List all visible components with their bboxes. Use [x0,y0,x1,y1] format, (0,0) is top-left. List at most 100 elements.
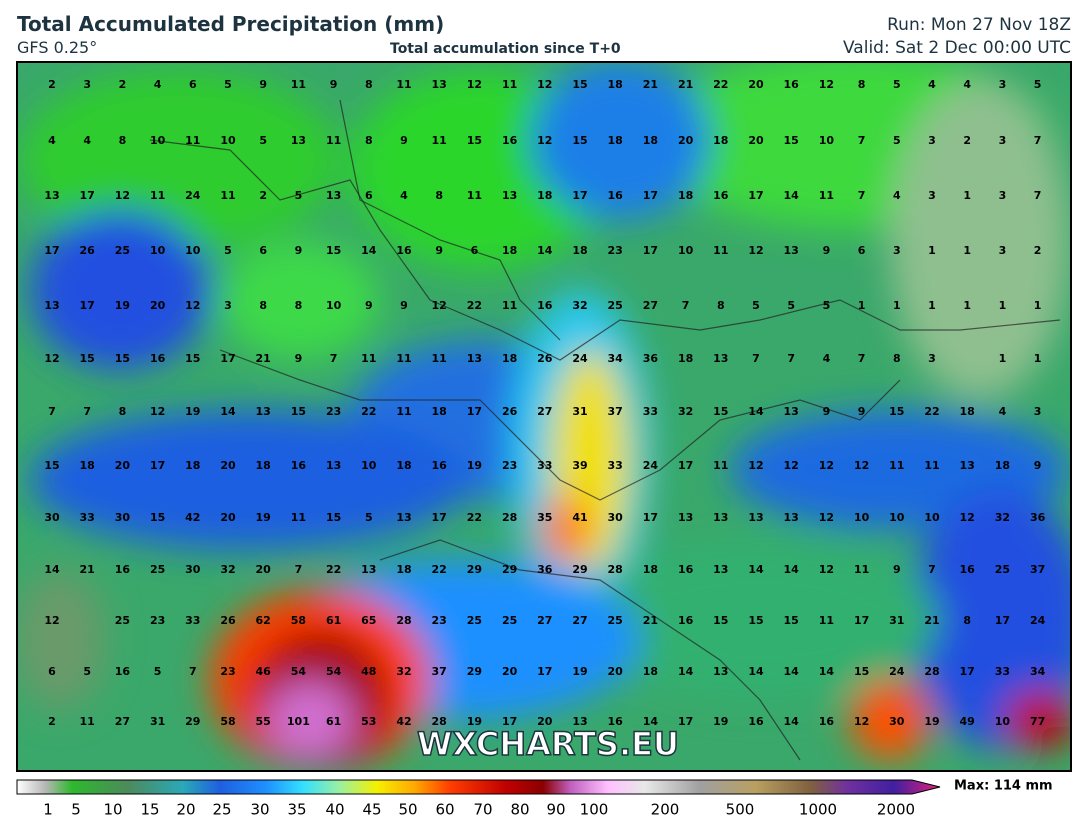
grid-value: 15 [185,352,200,365]
grid-value: 46 [256,665,272,678]
grid-value: 36 [537,563,553,576]
grid-value: 1 [999,299,1007,312]
grid-value: 14 [220,405,236,418]
grid-value: 15 [748,614,763,627]
valid: Valid: Sat 2 Dec 00:00 UTC [843,38,1071,58]
grid-value: 1 [963,299,971,312]
grid-value: 39 [572,459,587,472]
grid-value: 28 [432,715,447,728]
grid-value: 32 [678,405,693,418]
grid-value: 12 [115,189,130,202]
grid-value: 16 [748,715,764,728]
grid-value: 11 [291,511,306,524]
grid-value: 24 [1030,614,1046,627]
legend-label: 2000 [877,801,915,819]
legend-max: Max: 114 mm [954,779,1053,794]
grid-value: 18 [995,459,1010,472]
grid-value: 6 [259,244,267,257]
grid-value: 14 [784,715,800,728]
grid-value: 11 [889,459,904,472]
grid-value: 16 [115,563,131,576]
grid-value: 7 [928,563,936,576]
grid-value: 15 [115,352,130,365]
grid-value: 29 [572,563,587,576]
grid-value: 12 [150,405,165,418]
grid-value: 15 [467,134,482,147]
grid-value: 3 [224,299,232,312]
grid-value: 8 [717,299,725,312]
grid-value: 16 [396,244,412,257]
grid-value: 15 [572,134,587,147]
grid-value: 32 [572,299,587,312]
grid-value: 77 [1030,715,1045,728]
grid-value: 16 [713,189,729,202]
grid-value: 26 [80,244,96,257]
grid-value: 10 [995,715,1011,728]
grid-value: 7 [1034,189,1042,202]
grid-value: 22 [467,299,482,312]
grid-value: 61 [326,614,341,627]
grid-value: 18 [960,405,975,418]
grid-value: 1 [928,244,936,257]
grid-value: 29 [467,563,482,576]
map-field [17,62,1071,771]
grid-value: 24 [889,665,905,678]
grid-value: 17 [643,189,658,202]
grid-value: 10 [361,459,377,472]
grid-value: 1 [963,189,971,202]
grid-value: 19 [467,459,482,472]
grid-value: 11 [467,189,482,202]
grid-value: 11 [150,189,165,202]
grid-value: 25 [467,614,482,627]
grid-value: 1 [928,299,936,312]
grid-value: 20 [220,511,236,524]
grid-value: 12 [748,244,763,257]
grid-value: 23 [150,614,165,627]
grid-value: 11 [432,352,447,365]
grid-value: 20 [678,134,694,147]
grid-value: 11 [361,352,376,365]
grid-value: 5 [1034,78,1042,91]
grid-value: 48 [361,665,376,678]
legend-label: 90 [546,801,565,819]
grid-value: 27 [572,614,587,627]
grid-value: 21 [643,78,658,91]
grid-value: 11 [432,134,447,147]
grid-value: 13 [784,244,799,257]
grid-value: 18 [713,134,728,147]
grid-value: 16 [502,134,518,147]
grid-value: 13 [502,189,517,202]
grid-value: 3 [928,134,936,147]
grid-value: 17 [502,715,517,728]
grid-value: 33 [80,511,95,524]
grid-value: 12 [432,299,447,312]
grid-value: 13 [713,563,728,576]
legend-label: 40 [325,801,344,819]
grid-value: 15 [784,614,799,627]
grid-value: 18 [678,189,693,202]
grid-value: 6 [858,244,866,257]
grid-value: 14 [748,563,764,576]
grid-value: 4 [154,78,162,91]
grid-value: 22 [467,511,482,524]
grid-value: 9 [858,405,866,418]
grid-value: 42 [185,511,200,524]
grid-value: 5 [893,78,901,91]
grid-value: 5 [83,665,91,678]
grid-value: 17 [643,244,658,257]
grid-value: 11 [713,459,728,472]
grid-value: 20 [748,134,764,147]
grid-value: 5 [787,299,795,312]
grid-value: 19 [572,665,587,678]
grid-value: 7 [858,134,866,147]
grid-value: 21 [924,614,939,627]
grid-value: 10 [854,511,870,524]
grid-value: 17 [678,459,693,472]
grid-value: 23 [608,244,623,257]
grid-value: 17 [643,511,658,524]
grid-value: 24 [572,352,588,365]
grid-value: 13 [713,352,728,365]
grid-value: 11 [220,189,235,202]
grid-value: 23 [220,665,235,678]
